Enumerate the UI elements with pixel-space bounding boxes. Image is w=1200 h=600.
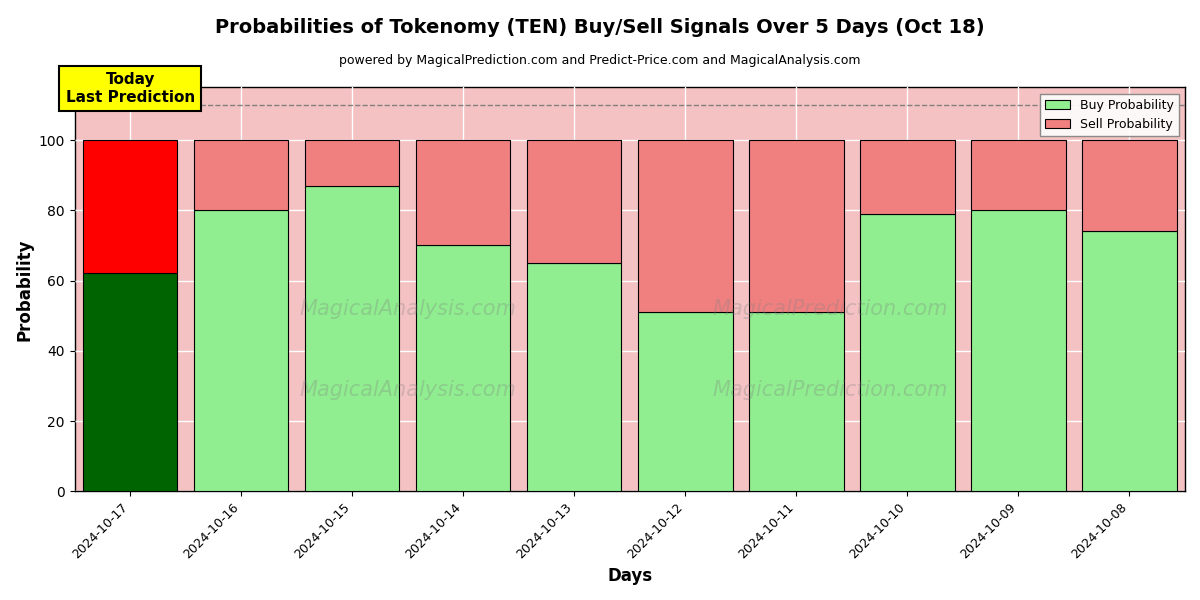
Bar xyxy=(194,140,288,210)
Bar xyxy=(749,312,844,491)
Bar xyxy=(194,210,288,491)
Bar xyxy=(860,140,955,214)
Bar xyxy=(527,263,622,491)
Text: MagicalPrediction.com: MagicalPrediction.com xyxy=(712,299,948,319)
Text: MagicalPrediction.com: MagicalPrediction.com xyxy=(712,380,948,400)
Bar xyxy=(416,140,510,245)
Bar xyxy=(638,312,732,491)
Bar xyxy=(860,214,955,491)
Bar xyxy=(527,140,622,263)
Text: Today
Last Prediction: Today Last Prediction xyxy=(66,73,194,105)
Bar xyxy=(83,140,178,274)
Bar xyxy=(1082,232,1177,491)
Text: MagicalAnalysis.com: MagicalAnalysis.com xyxy=(299,380,516,400)
Bar xyxy=(305,140,400,185)
Text: powered by MagicalPrediction.com and Predict-Price.com and MagicalAnalysis.com: powered by MagicalPrediction.com and Pre… xyxy=(340,54,860,67)
X-axis label: Days: Days xyxy=(607,567,653,585)
Legend: Buy Probability, Sell Probability: Buy Probability, Sell Probability xyxy=(1040,94,1178,136)
Bar xyxy=(749,140,844,312)
Text: MagicalAnalysis.com: MagicalAnalysis.com xyxy=(299,299,516,319)
Bar xyxy=(416,245,510,491)
Bar xyxy=(1082,140,1177,232)
Bar xyxy=(305,185,400,491)
Text: Probabilities of Tokenomy (TEN) Buy/Sell Signals Over 5 Days (Oct 18): Probabilities of Tokenomy (TEN) Buy/Sell… xyxy=(215,18,985,37)
Bar xyxy=(638,140,732,312)
Bar xyxy=(83,274,178,491)
Y-axis label: Probability: Probability xyxy=(16,238,34,341)
Bar xyxy=(971,140,1066,210)
Bar xyxy=(971,210,1066,491)
